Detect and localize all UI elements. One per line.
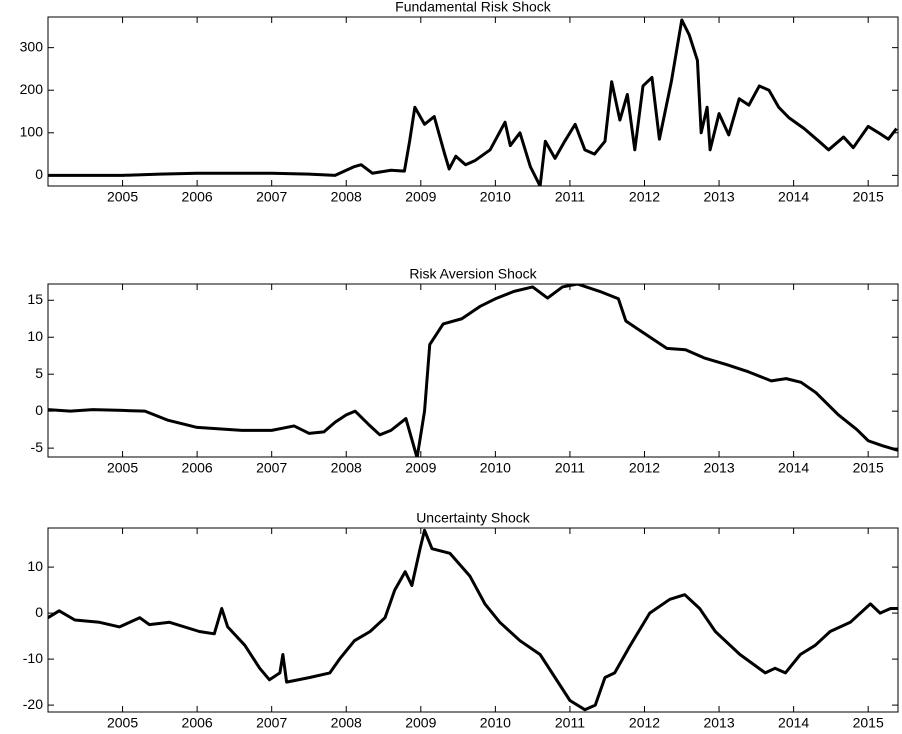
x-tick-label: 2005 [107, 460, 138, 476]
x-tick-label: 2008 [331, 715, 362, 731]
line [48, 18, 898, 186]
x-tick-label: 2012 [629, 460, 660, 476]
x-tick-label: 2007 [256, 189, 287, 205]
x-tick-label: 2006 [182, 189, 213, 205]
x-tick-label: 2011 [555, 189, 585, 205]
x-tick-label: 2014 [778, 189, 809, 205]
chart-title: Risk Aversion Shock [409, 266, 537, 282]
x-tick-label: 2011 [555, 715, 585, 731]
x-tick-label: 2012 [629, 189, 660, 205]
axes-box [47, 527, 899, 713]
x-tick-label: 2015 [853, 715, 884, 731]
y-tick-label: 200 [20, 81, 44, 97]
y-tick-label: 300 [20, 38, 44, 54]
y-tick-label: 100 [20, 123, 44, 139]
y-tick-label: 0 [35, 166, 43, 182]
x-tick-label: 2006 [182, 715, 213, 731]
line [48, 284, 898, 457]
line [48, 528, 898, 712]
x-tick-label: 2014 [778, 715, 809, 731]
x-tick-label: 2008 [331, 189, 362, 205]
x-tick-label: 2005 [107, 715, 138, 731]
x-tick-label: 2007 [256, 460, 287, 476]
y-tick-label: 5 [35, 365, 43, 381]
x-tick-label: 2010 [480, 460, 511, 476]
y-tick-label: 10 [27, 558, 43, 574]
x-tick-label: 2013 [703, 460, 734, 476]
y-tick-label: 10 [27, 328, 43, 344]
x-tick-label: 2008 [331, 460, 362, 476]
x-tick-label: 2013 [703, 715, 734, 731]
x-tick-label: 2007 [256, 715, 287, 731]
y-tick-label: -10 [23, 650, 43, 666]
y-tick-label: 0 [35, 604, 43, 620]
x-tick-label: 2005 [107, 189, 138, 205]
x-tick-label: 2014 [778, 460, 809, 476]
y-tick-label: -5 [31, 439, 44, 455]
x-tick-label: 2010 [480, 715, 511, 731]
x-tick-label: 2009 [405, 189, 436, 205]
axes-box [47, 283, 899, 458]
x-tick-label: 2006 [182, 460, 213, 476]
x-tick-label: 2013 [703, 189, 734, 205]
x-tick-label: 2011 [555, 460, 585, 476]
chart-title: Fundamental Risk Shock [395, 0, 552, 15]
x-tick-label: 2009 [405, 715, 436, 731]
x-tick-label: 2010 [480, 189, 511, 205]
axes-box [47, 16, 899, 187]
chart-title: Uncertainty Shock [416, 510, 531, 526]
x-tick-label: 2015 [853, 460, 884, 476]
x-tick-label: 2012 [629, 715, 660, 731]
x-tick-label: 2009 [405, 460, 436, 476]
x-tick-label: 2015 [853, 189, 884, 205]
y-tick-label: 15 [27, 291, 43, 307]
y-tick-label: -20 [23, 696, 43, 712]
y-tick-label: 0 [35, 402, 43, 418]
